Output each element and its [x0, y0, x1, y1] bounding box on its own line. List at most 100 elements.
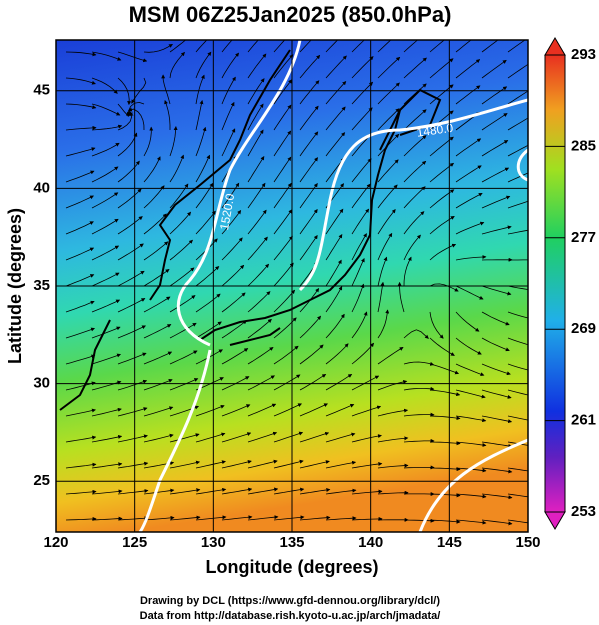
streamline — [273, 156, 292, 183]
streamline — [481, 167, 510, 183]
streamline — [273, 262, 294, 287]
streamline — [351, 233, 367, 261]
streamline — [65, 300, 95, 313]
streamline — [247, 156, 265, 183]
streamline — [299, 403, 329, 417]
streamline — [351, 257, 365, 287]
streamline — [143, 126, 154, 157]
streamline — [325, 81, 347, 105]
streamline — [351, 516, 383, 521]
streamline — [325, 106, 346, 131]
streamline — [164, 99, 171, 130]
streamline — [273, 54, 294, 79]
streamline — [169, 460, 201, 469]
streamline — [325, 460, 357, 469]
x-tick-label: 135 — [279, 534, 304, 551]
streamline — [143, 324, 172, 339]
streamline — [481, 441, 513, 448]
streamline — [377, 309, 390, 339]
streamline — [299, 80, 320, 105]
streamline — [377, 82, 400, 105]
streamline — [65, 516, 97, 521]
streamline — [429, 519, 461, 524]
streamline — [273, 459, 304, 469]
colorbar-tick-label: 261 — [571, 412, 596, 429]
streamline — [91, 326, 121, 339]
colorbar-tick-label: 293 — [571, 46, 596, 63]
streamline — [169, 350, 198, 365]
title: MSM 06Z25Jan2025 (850.0hPa) — [129, 2, 452, 27]
streamline — [429, 389, 461, 397]
streamline — [299, 515, 331, 521]
streamline — [481, 389, 512, 399]
streamline — [455, 255, 487, 261]
streamline — [221, 264, 245, 287]
streamline — [91, 353, 122, 365]
streamline — [117, 298, 146, 313]
streamline — [91, 142, 120, 157]
streamline — [325, 343, 349, 365]
streamline — [65, 170, 95, 183]
streamline — [481, 467, 513, 474]
streamline — [169, 154, 185, 183]
streamline — [247, 515, 279, 521]
streamline — [299, 208, 318, 235]
streamline — [247, 375, 275, 391]
streamline — [195, 74, 205, 105]
streamline — [507, 363, 528, 371]
streamline — [169, 515, 201, 521]
streamline — [507, 90, 528, 105]
streamline — [507, 117, 528, 131]
x-tick-label: 140 — [358, 534, 383, 551]
streamline — [247, 291, 271, 313]
streamline — [507, 311, 528, 319]
streamline — [195, 432, 226, 443]
streamline — [481, 415, 513, 424]
streamline — [143, 44, 173, 53]
streamline — [221, 101, 235, 131]
streamline — [377, 108, 400, 131]
streamline — [325, 286, 343, 313]
streamline — [117, 488, 149, 495]
streamline — [299, 460, 330, 469]
streamline — [325, 403, 355, 417]
height-contours — [138, 40, 528, 532]
streamline — [169, 488, 201, 495]
streamline — [455, 519, 487, 525]
streamline — [247, 318, 272, 339]
streamline — [65, 354, 96, 365]
streamline — [221, 128, 236, 157]
contour-label: 1480.0 — [416, 121, 455, 140]
streamline — [143, 406, 174, 417]
streamline — [351, 56, 374, 79]
credit: Data from http://database.rish.kyoto-u.a… — [140, 610, 441, 622]
streamline — [403, 329, 429, 339]
streamline — [273, 431, 304, 443]
streamline — [299, 183, 318, 209]
streamline — [195, 487, 227, 495]
streamline — [481, 363, 511, 376]
streamline — [377, 281, 385, 313]
streamline — [127, 107, 145, 131]
streamline — [247, 431, 278, 443]
streamline — [429, 441, 461, 446]
streamline — [507, 441, 528, 446]
streamline — [143, 268, 170, 287]
streamline — [403, 109, 427, 131]
streamline — [325, 488, 357, 495]
streamline — [91, 166, 119, 183]
streamline — [325, 259, 342, 287]
streamline — [429, 243, 457, 261]
streamline — [299, 234, 318, 261]
streamline — [325, 55, 347, 79]
streamline — [429, 311, 444, 339]
streamline — [273, 235, 293, 261]
streamline — [299, 344, 324, 365]
colorbar — [544, 54, 566, 513]
streamline — [273, 374, 301, 391]
streamline — [91, 245, 120, 261]
streamline — [273, 289, 296, 313]
streamline — [507, 389, 528, 396]
streamline — [65, 77, 96, 85]
streamline — [91, 489, 123, 495]
